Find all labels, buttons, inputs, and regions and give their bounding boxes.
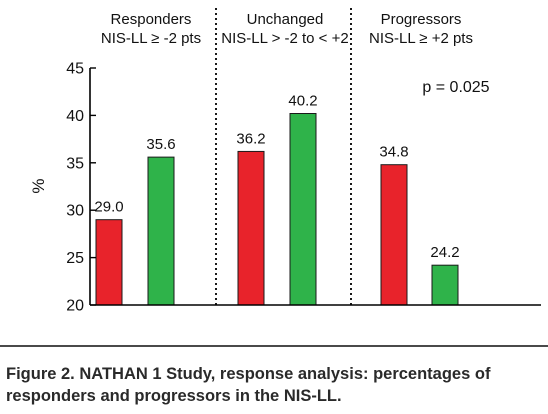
bar	[380, 164, 408, 306]
figure-caption: Figure 2. NATHAN 1 Study, response analy…	[6, 363, 542, 407]
y-tick-label: 40	[66, 108, 84, 125]
figure-label: Figure 2.	[6, 365, 75, 383]
group-title: Progressors	[381, 11, 462, 28]
data-label: 34.8	[379, 144, 408, 161]
y-tick-label: 45	[66, 61, 84, 78]
data-label: 36.2	[236, 130, 265, 147]
y-tick-label: 20	[66, 298, 84, 315]
group-title: Responders	[111, 11, 192, 28]
data-label: 29.0	[94, 199, 123, 216]
response-bar-chart: Responders NIS-LL ≥ -2 pts Unchanged NIS-LL…	[29, 8, 541, 315]
data-label: 40.2	[288, 93, 317, 110]
y-tick-label: 30	[66, 203, 84, 220]
y-axis-label: %	[29, 178, 48, 193]
bar	[147, 156, 175, 306]
bar	[237, 150, 265, 306]
p-value-annotation: p = 0.025	[422, 79, 489, 96]
figure-caption-text: NATHAN 1 Study, response analysis: perce…	[6, 365, 491, 405]
y-tick-label: 35	[66, 155, 84, 172]
y-tick-label: 25	[66, 250, 84, 267]
caption-rule	[0, 345, 548, 347]
group-subtitle: NIS-LL ≥ -2 pts	[101, 30, 201, 47]
group-subtitle: NIS-LL > -2 to < +2	[221, 30, 348, 47]
group-subtitle: NIS-LL ≥ +2 pts	[369, 30, 473, 47]
group-title: Unchanged	[247, 11, 324, 28]
bar	[95, 219, 123, 306]
data-label: 35.6	[146, 136, 175, 153]
bar	[289, 113, 317, 306]
data-label: 24.2	[430, 244, 459, 261]
bar	[431, 264, 459, 306]
